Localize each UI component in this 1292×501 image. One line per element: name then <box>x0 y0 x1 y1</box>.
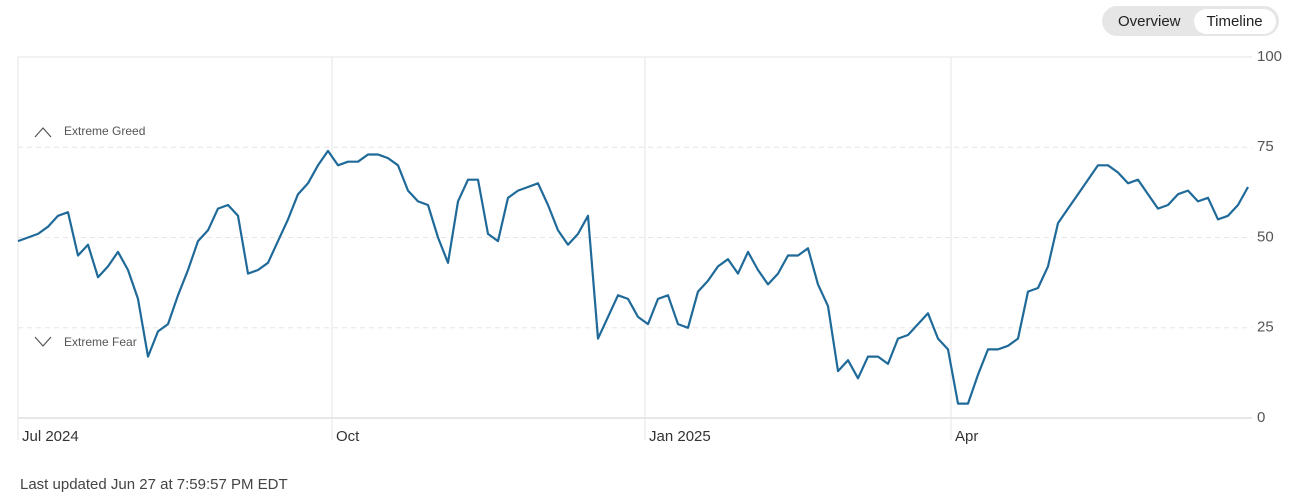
axes: 0 25 50 75 100 Jul 2024 Oct Jan 2025 Apr <box>17 48 1282 445</box>
annotation: Extreme Fear <box>64 335 137 349</box>
view-toggle: Overview Timeline <box>1102 6 1279 36</box>
annotations: Extreme Greed Extreme Fear <box>34 124 145 349</box>
x-tick-label: Oct <box>336 428 360 445</box>
x-tick-label: Jan 2025 <box>649 428 711 445</box>
chart: 0 25 50 75 100 Jul 2024 Oct Jan 2025 Apr Extreme… <box>17 48 1282 445</box>
y-tick-label: 25 <box>1257 319 1274 336</box>
fear-arrow <box>34 336 52 347</box>
line <box>17 149 1249 405</box>
y-tick-label: 50 <box>1257 228 1274 245</box>
last-updated: Last updated Jun 27 at 7:59:57 PM EDT <box>20 476 288 493</box>
y-tick-label: 75 <box>1257 138 1274 155</box>
greed-arrow <box>34 127 52 138</box>
timeline-button[interactable]: Timeline <box>1193 8 1276 34</box>
overview-button[interactable]: Overview <box>1105 9 1194 34</box>
x-tick-label: Apr <box>955 428 978 445</box>
y-tick-label: 100 <box>1257 48 1282 65</box>
y-tick-label: 0 <box>1257 409 1265 426</box>
x-tick-label: Jul 2024 <box>22 428 79 445</box>
annotation: Extreme Greed <box>64 124 145 138</box>
